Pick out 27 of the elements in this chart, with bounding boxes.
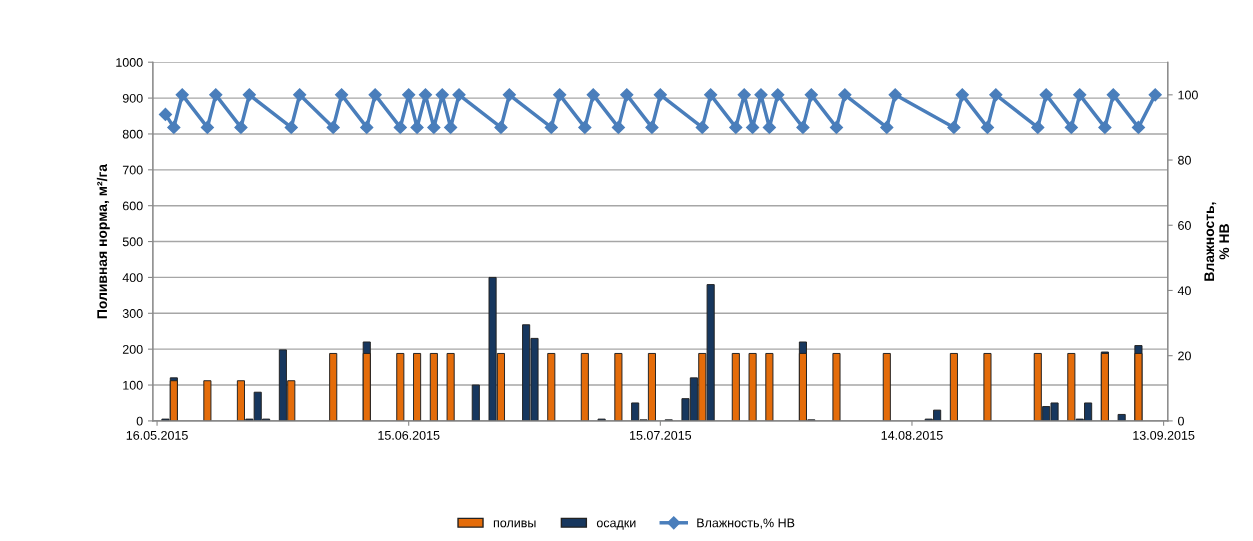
y2-tick-label: 60 — [1178, 221, 1191, 230]
x-tick-label: 15.07.2015 — [630, 430, 692, 440]
y-tick-label: 800 — [122, 129, 143, 139]
y-tick-label: 400 — [122, 273, 143, 283]
y-tick-label: 200 — [122, 344, 143, 354]
y2-tick-label: 100 — [1178, 90, 1198, 100]
x-tick-label: 13.09.2015 — [1133, 430, 1195, 440]
y-tick-label: 900 — [122, 93, 143, 103]
y-tick-label: 300 — [122, 309, 143, 318]
x-tick-label: 16.05.2015 — [126, 430, 188, 440]
y-tick-label: 500 — [122, 237, 143, 247]
y-tick-label: 100 — [123, 380, 143, 390]
x-tick-label: 15.06.2015 — [378, 430, 440, 440]
y-axis-title: Поливная норма, м²/га — [96, 163, 110, 319]
y-tick-label: 0 — [136, 416, 143, 426]
x-tick-label: 14.08.2015 — [881, 430, 943, 440]
y2-tick-label: 40 — [1177, 286, 1191, 296]
y-tick-label: 700 — [122, 165, 143, 175]
y2-axis-title: Влажность, % НВ — [1204, 202, 1230, 281]
y-tick-label: 600 — [122, 201, 143, 211]
y2-tick-label: 80 — [1178, 155, 1191, 165]
y-tick-label: 1000 — [116, 58, 143, 67]
legend-label: осадки — [596, 520, 636, 530]
legend-label: Влажность,% НВ — [697, 518, 795, 529]
y2-tick-label: 0 — [1178, 416, 1184, 426]
y2-tick-label: 20 — [1178, 351, 1191, 361]
legend-label: поливы — [493, 520, 536, 528]
